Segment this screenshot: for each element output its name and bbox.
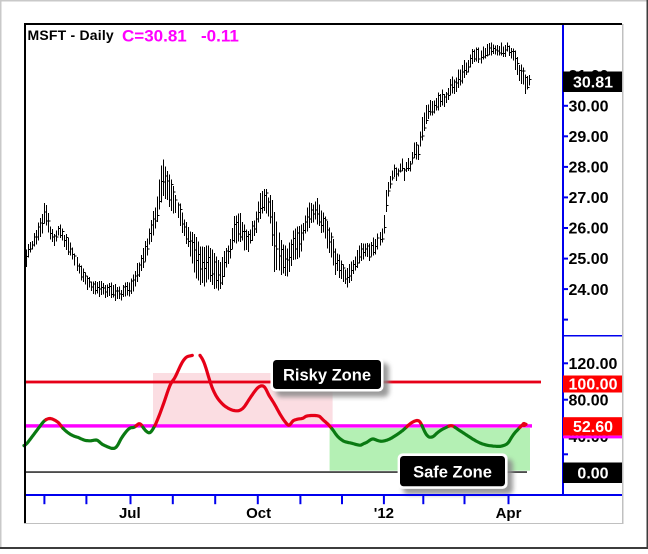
- svg-text:80.00: 80.00: [569, 392, 609, 409]
- svg-text:Oct: Oct: [246, 505, 271, 522]
- svg-text:25.00: 25.00: [569, 251, 609, 268]
- svg-text:Safe Zone: Safe Zone: [413, 464, 492, 482]
- svg-text:100.00: 100.00: [569, 377, 618, 394]
- svg-text:27.00: 27.00: [569, 190, 609, 207]
- svg-text:29.00: 29.00: [569, 129, 609, 146]
- svg-text:52.60: 52.60: [573, 419, 613, 436]
- svg-text:120.00: 120.00: [569, 356, 618, 373]
- svg-text:-0.11: -0.11: [201, 27, 239, 46]
- svg-text:24.00: 24.00: [569, 282, 609, 299]
- svg-text:26.00: 26.00: [569, 221, 609, 238]
- svg-text:30.00: 30.00: [569, 99, 609, 116]
- svg-text:MSFT - Daily: MSFT - Daily: [28, 27, 114, 43]
- svg-text:0.00: 0.00: [577, 465, 608, 482]
- svg-text:C=30.81: C=30.81: [122, 27, 187, 46]
- svg-text:Apr: Apr: [496, 505, 522, 522]
- svg-text:Jul: Jul: [119, 505, 141, 522]
- svg-text:30.81: 30.81: [573, 75, 613, 92]
- svg-text:'12: '12: [374, 505, 394, 522]
- svg-text:28.00: 28.00: [569, 160, 609, 177]
- svg-text:Risky Zone: Risky Zone: [283, 367, 371, 385]
